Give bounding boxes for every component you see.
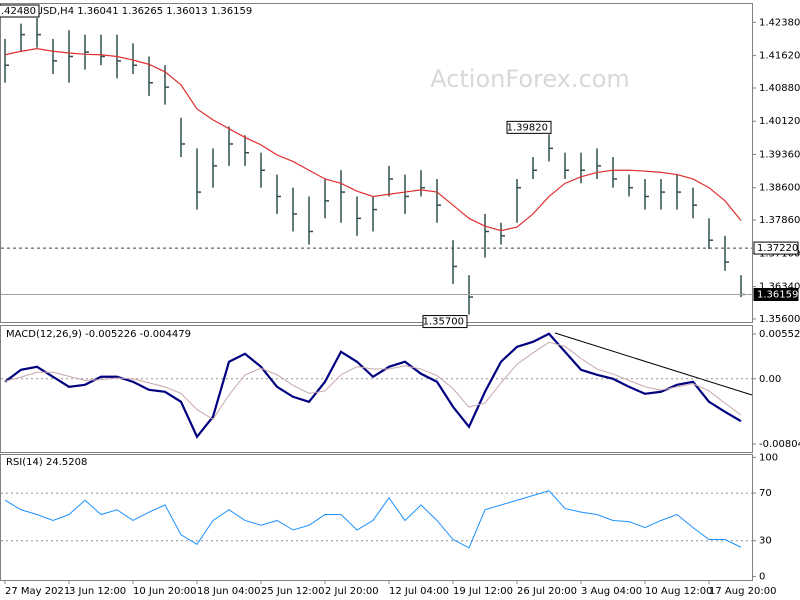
y-tick-label: 1.35600	[759, 314, 800, 325]
annotation-label: 1.39820	[507, 122, 548, 133]
rsi-title: RSI(14) 24.5208	[6, 457, 87, 468]
y-tick-label: 100	[759, 452, 778, 463]
series-line	[4, 332, 742, 439]
price-label: 1.36159	[757, 289, 798, 300]
price-label-box	[753, 241, 799, 255]
y-tick-label: 1.37860	[759, 215, 800, 226]
annotation-box	[422, 315, 468, 329]
price-title: GBPUSD,H4 1.36041 1.36265 1.36013 1.3615…	[15, 6, 252, 17]
y-tick-label: 1.41620	[759, 51, 800, 62]
x-tick-label: 10 Aug 12:00	[645, 586, 712, 597]
y-tick-label: -0.00804	[759, 439, 800, 450]
y-tick-label: 1.39360	[759, 149, 800, 160]
x-tick-label: 19 Jul 12:00	[453, 586, 513, 597]
x-tick-label: 3 Aug 04:00	[581, 586, 642, 597]
x-tick-label: 2 Jul 20:00	[325, 586, 379, 597]
annotation-label: 1.35700	[423, 317, 464, 328]
x-tick-label: 3 Jun 12:00	[69, 586, 126, 597]
trend-line	[554, 332, 753, 396]
y-tick-label: 1.36340	[759, 282, 800, 293]
macd-title: MACD(12,26,9) -0.005226 -0.004479	[6, 329, 191, 340]
series-line	[4, 48, 742, 232]
x-tick-label: 18 Jun 04:00	[197, 586, 261, 597]
y-tick-label: 0	[759, 571, 765, 582]
y-tick-label: 1.42380	[759, 17, 800, 28]
watermark: ActionForex.com	[430, 65, 630, 93]
x-tick-label: 10 Jun 20:00	[133, 586, 197, 597]
annotation-box	[0, 4, 40, 18]
rsi-panel	[0, 454, 753, 581]
x-tick-label: 17 Aug 20:00	[709, 586, 776, 597]
x-tick-label: 12 Jul 04:00	[389, 586, 449, 597]
y-tick-label: 1.40880	[759, 83, 800, 94]
macd-panel	[0, 325, 753, 453]
x-tick-label: 26 Jul 20:00	[517, 586, 577, 597]
y-tick-label: 30	[759, 536, 772, 547]
price-panel	[0, 3, 753, 323]
annotation-label: 1.42480	[0, 6, 36, 17]
y-tick-label: 0.00	[759, 374, 781, 385]
annotation-box	[506, 120, 552, 134]
series-line	[4, 490, 742, 549]
price-label-box	[753, 287, 799, 301]
series-line	[4, 341, 742, 421]
y-tick-label: 0.00552	[759, 329, 800, 340]
y-tick-label: 1.40120	[759, 116, 800, 127]
y-tick-label: 1.38600	[759, 183, 800, 194]
x-tick-label: 25 Jun 12:00	[261, 586, 325, 597]
y-tick-label: 70	[759, 488, 772, 499]
x-tick-label: 27 May 2021	[5, 586, 70, 597]
price-label: 1.37220	[757, 243, 798, 254]
